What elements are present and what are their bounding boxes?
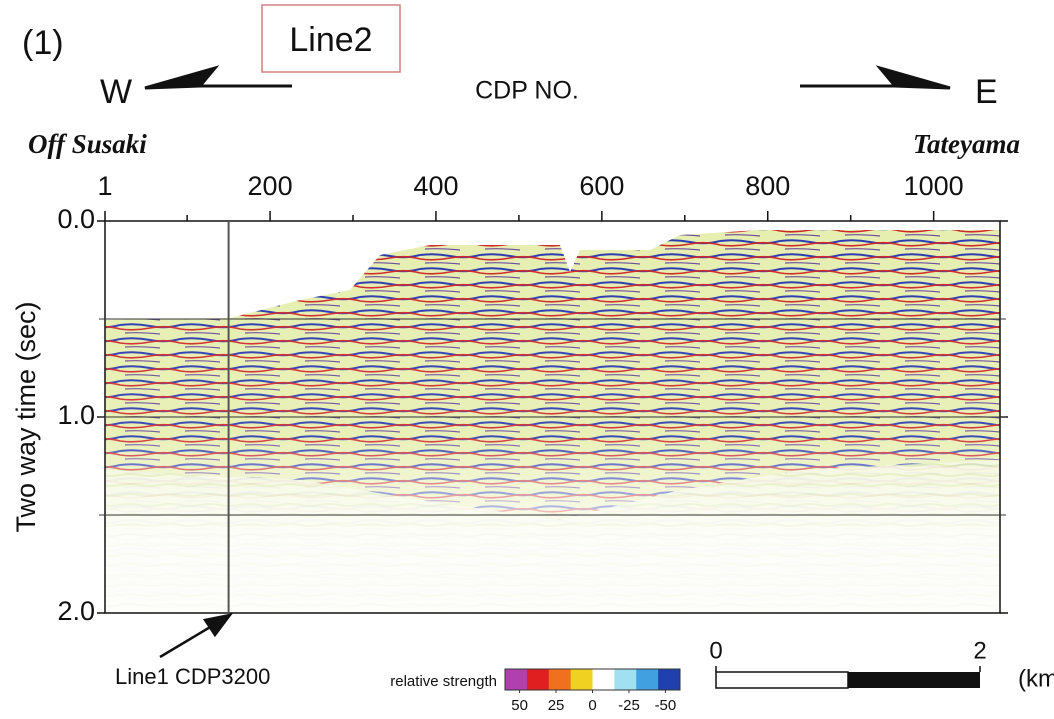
colorbar-swatch [636, 669, 659, 690]
colorbar-tick-label: -25 [618, 697, 640, 714]
scalebar-white [715, 671, 849, 689]
colorbar-swatch [548, 669, 572, 690]
y-tick-label: 2.0 [57, 596, 95, 626]
x-tick-label: 400 [413, 171, 458, 201]
x-tick-label: 1000 [904, 171, 964, 201]
x-tick-label: 1 [97, 171, 112, 201]
scalebar-label: 0 [709, 637, 722, 664]
east-label: E [975, 73, 998, 111]
colorbar-swatch [658, 669, 681, 690]
east-arrow [800, 65, 951, 90]
y-tick-label: 1.0 [57, 400, 95, 430]
colorbar-tick-label: 50 [511, 697, 528, 714]
colorbar-tick-label: 0 [588, 697, 596, 714]
west-arrow [144, 65, 292, 90]
scalebar-label: 2 [973, 637, 986, 664]
annotation-arrow [159, 613, 233, 659]
title-box [261, 4, 401, 73]
west-label: W [100, 73, 132, 111]
x-tick-label: 200 [248, 171, 293, 201]
y-axis-label: Two way time (sec) [11, 301, 41, 532]
x-tick-label: 800 [745, 171, 790, 201]
colorbar-swatch [526, 669, 550, 690]
colorbar-tick-label: -50 [655, 697, 677, 714]
annotation-text: Line1 CDP3200 [115, 664, 270, 689]
colorbar-swatch [592, 669, 615, 690]
colorbar-swatch [505, 669, 528, 690]
west-place: Off Susaki [28, 129, 147, 159]
x-axis-label: CDP NO. [475, 77, 579, 105]
colorbar-swatch [614, 669, 637, 690]
title: Line2 [289, 21, 372, 59]
panel-label: (1) [22, 24, 64, 62]
y-tick-label: 0.0 [57, 204, 95, 234]
colorbar-swatch [570, 669, 593, 690]
x-tick-label: 600 [579, 171, 624, 201]
colorbar-label: relative strength [390, 673, 497, 690]
colorbar-tick-label: 25 [548, 697, 565, 714]
east-place: Tateyama [913, 129, 1020, 159]
scalebar-unit: (km) [1018, 665, 1054, 692]
scalebar-black [848, 672, 980, 688]
